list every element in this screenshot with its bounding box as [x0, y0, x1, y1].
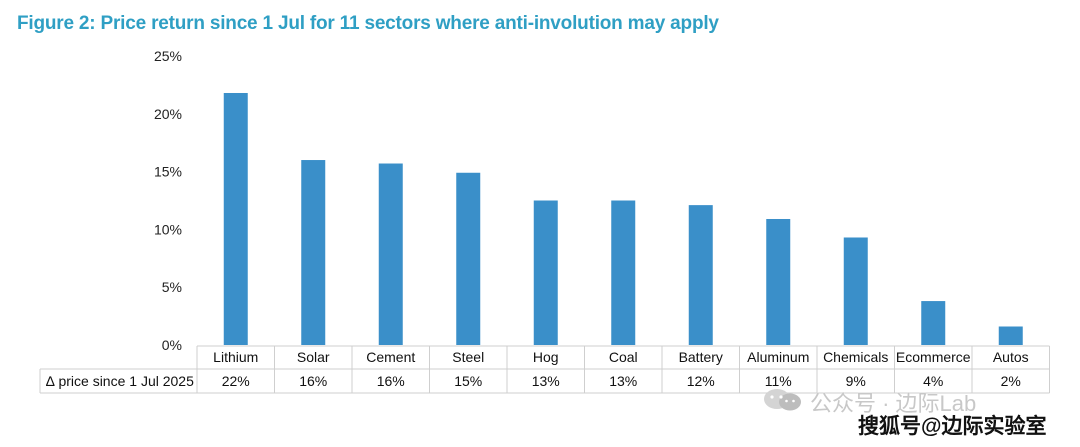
- y-tick-label: 15%: [154, 164, 182, 180]
- category-label: Battery: [679, 349, 723, 365]
- chart-title: Figure 2: Price return since 1 Jul for 1…: [17, 13, 719, 34]
- watermark: 公众号 · 边际Lab: [762, 386, 1062, 416]
- wechat-icon: [764, 389, 801, 411]
- category-label: Hog: [533, 349, 559, 365]
- table-cell: 22%: [222, 373, 250, 389]
- table-cell: 16%: [377, 373, 405, 389]
- data-table: Lithium Solar Cement Steel Hog Coal Battery Alu…: [39, 345, 1050, 394]
- table-cell: 16%: [299, 373, 327, 389]
- category-label: Lithium: [213, 349, 258, 365]
- watermark-text: 公众号 · 边际Lab: [810, 391, 977, 416]
- table-cell: 2%: [1001, 373, 1021, 389]
- bar: [921, 301, 946, 345]
- y-tick-label: 20%: [154, 106, 182, 122]
- table-cell: 13%: [609, 373, 637, 389]
- category-label: Coal: [609, 349, 638, 365]
- y-tick-label: 0%: [162, 337, 182, 353]
- table-cell: 4%: [923, 373, 943, 389]
- bar: [301, 160, 326, 345]
- table-cell: 11%: [765, 373, 792, 389]
- y-tick-label: 5%: [162, 279, 182, 295]
- bar: [688, 205, 713, 345]
- y-tick-label: 25%: [154, 48, 182, 64]
- y-axis: 0% 5% 10% 15% 20% 25%: [154, 48, 182, 353]
- bar: [223, 92, 248, 345]
- bar: [611, 200, 636, 345]
- source-credit: 搜狐号@边际实验室: [858, 415, 1047, 438]
- bar: [843, 237, 868, 345]
- category-label: Aluminum: [747, 349, 809, 365]
- bars: [223, 92, 1023, 345]
- category-label: Solar: [297, 349, 330, 365]
- category-label: Autos: [993, 349, 1029, 365]
- category-label: Ecommerce: [896, 349, 971, 365]
- category-label: Chemicals: [823, 349, 888, 365]
- bar: [456, 172, 481, 345]
- table-cell: 12%: [687, 373, 715, 389]
- table-cell: 15%: [454, 373, 482, 389]
- table-row-label: ∆ price since 1 Jul 2025: [46, 373, 194, 389]
- bar: [378, 163, 403, 345]
- table-cell: 9%: [846, 373, 866, 389]
- category-label: Steel: [452, 349, 484, 365]
- category-label: Cement: [366, 349, 415, 365]
- bar: [998, 326, 1023, 345]
- table-cell: 13%: [532, 373, 560, 389]
- bar: [533, 200, 558, 345]
- y-tick-label: 10%: [154, 221, 182, 237]
- bar: [766, 218, 791, 345]
